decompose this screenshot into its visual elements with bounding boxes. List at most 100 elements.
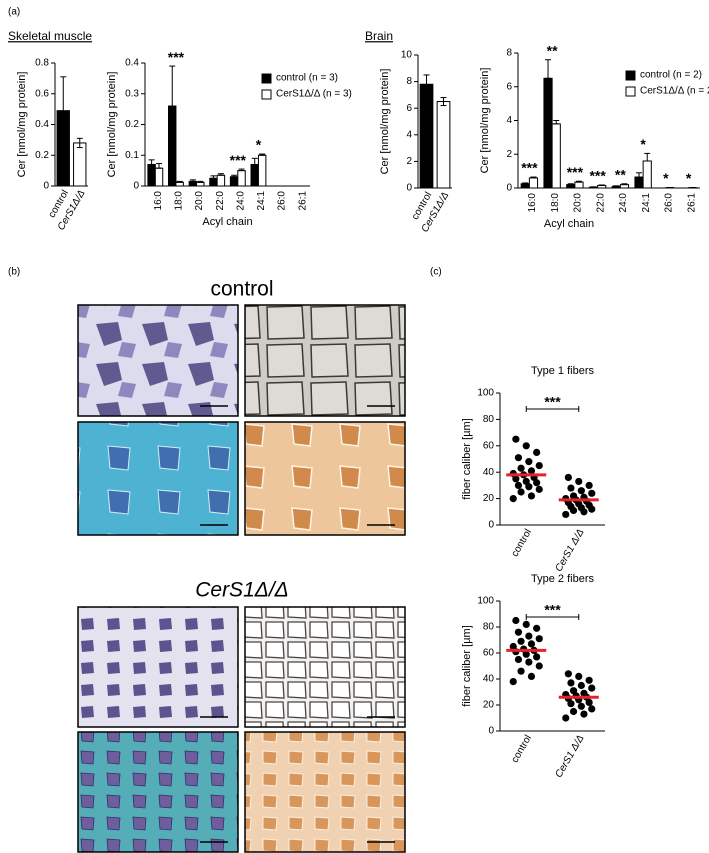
- y-tick-label: 0: [406, 183, 412, 194]
- data-point: [525, 658, 533, 666]
- data-point: [533, 653, 541, 661]
- x-tick-label: 20:0: [194, 191, 205, 211]
- data-point: [517, 667, 525, 675]
- y-tick-label: 100: [477, 596, 494, 607]
- significance: ***: [168, 49, 185, 65]
- micrograph: [244, 421, 406, 536]
- bar: [574, 181, 584, 189]
- legend-label: CerS1Δ/Δ (n = 2): [640, 86, 709, 97]
- x-tick-label: control: [510, 527, 535, 558]
- data-point: [567, 484, 575, 492]
- data-point: [525, 632, 533, 640]
- data-point: [514, 628, 523, 636]
- y-tick-label: 80: [483, 622, 495, 633]
- data-point: [512, 435, 520, 443]
- data-point: [569, 492, 578, 500]
- data-point: [517, 488, 525, 496]
- data-point: [533, 624, 541, 632]
- x-tick-label: 26:1: [686, 193, 697, 213]
- y-tick-label: 8: [406, 76, 412, 87]
- bar: [419, 83, 434, 189]
- data-point: [535, 635, 543, 643]
- y-tick-label: 6: [406, 103, 412, 114]
- legend-swatch: [261, 89, 272, 100]
- bar: [229, 176, 239, 187]
- data-point: [509, 678, 517, 686]
- y-tick-label: 8: [506, 48, 512, 59]
- x-tick-label: 24:1: [641, 193, 652, 213]
- data-point: [562, 714, 570, 722]
- y-tick-label: 4: [406, 129, 412, 140]
- legend-swatch: [261, 73, 272, 84]
- y-tick-label: 0.2: [125, 119, 139, 130]
- x-axis-title: Acyl chain: [202, 216, 252, 228]
- x-tick-label: 26:1: [297, 191, 308, 211]
- data-point: [564, 473, 572, 482]
- chart-title: Type 2 fibers: [531, 573, 594, 585]
- bar: [257, 154, 267, 187]
- y-tick-label: 0: [488, 520, 494, 531]
- significance: **: [615, 166, 626, 182]
- bar: [566, 184, 576, 189]
- data-point: [512, 616, 520, 625]
- significance: *: [256, 137, 262, 153]
- section-title: Brain: [365, 29, 393, 43]
- legend-swatch: [625, 86, 636, 97]
- data-point: [585, 481, 593, 489]
- y-tick-label: 60: [483, 440, 495, 451]
- y-tick-label: 0.4: [125, 58, 139, 69]
- data-point: [585, 676, 593, 684]
- y-axis-title: Cer [nmol/mg protein]: [16, 72, 28, 178]
- data-point: [522, 442, 530, 450]
- micrographs: [77, 304, 406, 853]
- legend-label: control (n = 3): [276, 73, 338, 84]
- group-title: control: [210, 278, 273, 301]
- bar: [73, 142, 87, 187]
- significance: *: [640, 136, 646, 152]
- bar: [147, 163, 156, 187]
- data-point: [569, 707, 578, 716]
- bar: [551, 123, 561, 189]
- y-axis-title: fiber caliber [µm]: [461, 418, 473, 500]
- significance: ***: [521, 160, 538, 176]
- significance: *: [686, 170, 692, 186]
- legend-label: CerS1Δ/Δ (n = 3): [276, 89, 352, 100]
- y-tick-label: 80: [483, 414, 495, 425]
- micrograph: [244, 606, 406, 728]
- y-tick-label: 60: [483, 648, 495, 659]
- data-point: [517, 464, 525, 472]
- bar: [237, 170, 246, 187]
- y-tick-label: 0: [506, 183, 512, 194]
- data-point: [535, 485, 543, 493]
- y-tick-label: 10: [401, 50, 413, 61]
- significance: ***: [567, 164, 584, 180]
- data-point: [577, 487, 585, 495]
- data-point: [509, 642, 517, 651]
- y-tick-label: 0.6: [35, 88, 49, 99]
- y-tick-label: 0: [133, 181, 139, 192]
- micrograph: [77, 421, 239, 536]
- y-axis-title: Cer [nmol/mg protein]: [379, 69, 391, 175]
- bar: [154, 167, 164, 187]
- x-tick-label: CerS1 Δ/Δ: [553, 527, 586, 574]
- x-axis-title: Acyl chain: [544, 218, 594, 230]
- y-tick-label: 0.8: [35, 58, 49, 69]
- data-point: [514, 655, 523, 664]
- x-tick-label: 24:0: [618, 193, 629, 213]
- data-point: [522, 620, 530, 629]
- y-tick-label: 4: [506, 115, 512, 126]
- y-tick-label: 6: [506, 81, 512, 92]
- bar: [642, 160, 652, 189]
- bar: [216, 174, 226, 187]
- micrograph: [77, 731, 239, 853]
- x-tick-label: 16:0: [153, 191, 164, 211]
- section-title: Skeletal muscle: [8, 29, 92, 43]
- data-point: [514, 454, 523, 462]
- y-tick-label: 0: [488, 726, 494, 737]
- data-point: [577, 702, 585, 710]
- panel-label: (c): [430, 267, 442, 278]
- significance: *: [663, 170, 669, 186]
- y-tick-label: 40: [483, 467, 495, 478]
- significance: ***: [589, 168, 606, 184]
